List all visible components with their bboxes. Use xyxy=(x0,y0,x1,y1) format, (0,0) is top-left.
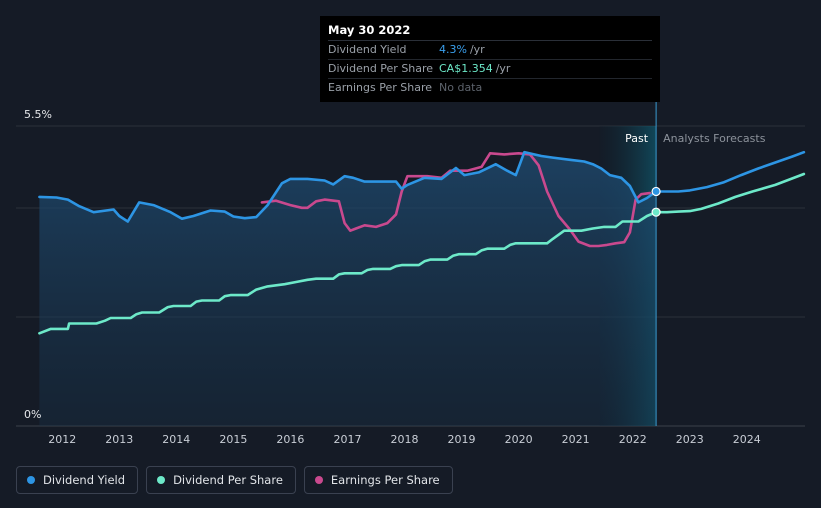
tooltip-row-unit: /yr xyxy=(495,62,511,75)
tooltip-row-name: Dividend Per Share xyxy=(328,62,434,75)
tooltip-row-value: CA$1.354 xyxy=(439,62,493,75)
tooltip-row-dividend-per-share: Dividend Per Share CA$1.354 /yr xyxy=(328,60,652,79)
x-tick-label: 2019 xyxy=(448,433,476,446)
x-tick-label: 2012 xyxy=(48,433,76,446)
legend-dividend-per-share[interactable]: Dividend Per Share xyxy=(146,466,296,494)
legend-dot-icon xyxy=(314,476,323,484)
chart-legend: Dividend Yield Dividend Per Share Earnin… xyxy=(16,466,453,494)
x-tick-label: 2023 xyxy=(676,433,704,446)
tooltip-row-earnings-per-share: Earnings Per Share No data xyxy=(328,79,652,97)
x-tick-label: 2015 xyxy=(219,433,247,446)
legend-label: Earnings Per Share xyxy=(330,473,440,487)
tooltip-date: May 30 2022 xyxy=(328,20,652,41)
x-axis-ticks: 2012 2013 2014 2015 2016 2017 2018 2019 2020 2021… xyxy=(48,433,761,446)
x-tick-label: 2021 xyxy=(562,433,590,446)
dividend-per-share-line xyxy=(38,172,806,335)
y-axis-max-label: 5.5% xyxy=(24,108,52,121)
x-tick-label: 2022 xyxy=(619,433,647,446)
x-tick-label: 2016 xyxy=(276,433,304,446)
tooltip-row-value: No data xyxy=(439,81,483,94)
y-axis-min-label: 0% xyxy=(24,408,41,421)
x-tick-label: 2024 xyxy=(733,433,761,446)
legend-label: Dividend Per Share xyxy=(173,473,283,487)
legend-dot-icon xyxy=(27,476,35,484)
past-region-label: Past xyxy=(625,132,649,145)
forecast-region-label: Analysts Forecasts xyxy=(663,132,766,145)
legend-earnings-per-share[interactable]: Earnings Per Share xyxy=(303,466,453,494)
x-tick-label: 2020 xyxy=(505,433,533,446)
legend-label: Dividend Yield xyxy=(43,473,126,487)
x-tick-label: 2014 xyxy=(162,433,190,446)
tooltip-row-unit: /yr xyxy=(469,43,485,56)
x-tick-label: 2017 xyxy=(333,433,361,446)
legend-dot-icon xyxy=(157,476,166,484)
x-tick-label: 2013 xyxy=(105,433,133,446)
hover-markers xyxy=(651,100,661,426)
tooltip-row-name: Dividend Yield xyxy=(328,43,407,56)
dividend-yield-marker xyxy=(651,186,661,197)
hover-tooltip: May 30 2022 Dividend Yield 4.3% /yr Divi… xyxy=(320,16,660,102)
legend-dividend-yield[interactable]: Dividend Yield xyxy=(16,466,139,494)
x-tick-label: 2018 xyxy=(391,433,419,446)
tooltip-row-name: Earnings Per Share xyxy=(328,81,433,94)
tooltip-row-dividend-yield: Dividend Yield 4.3% /yr xyxy=(328,41,652,60)
dividend-per-share-marker xyxy=(651,207,661,217)
dividend-yield-area xyxy=(39,152,657,426)
tooltip-row-value: 4.3% xyxy=(439,43,467,56)
